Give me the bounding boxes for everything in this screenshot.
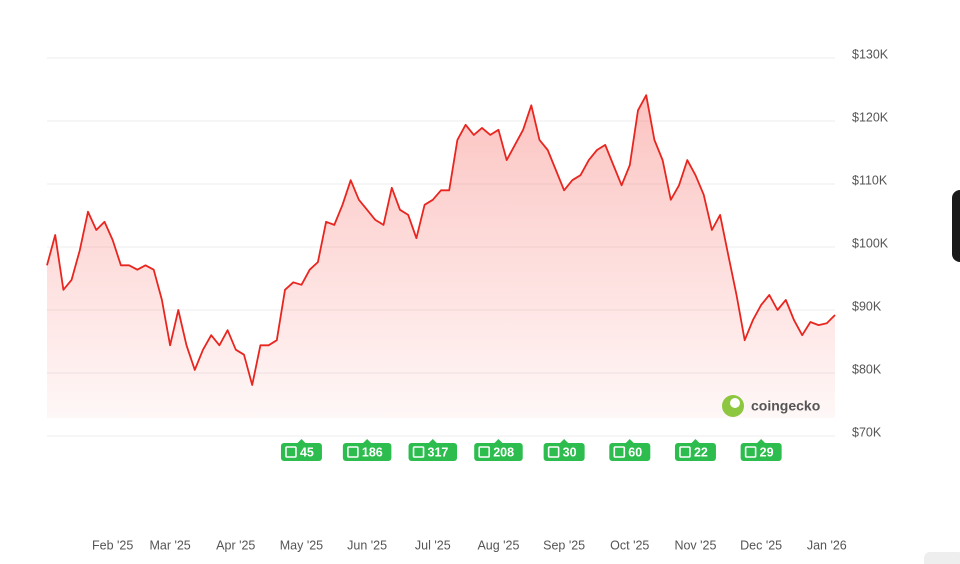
badge-icon: [547, 446, 560, 458]
x-tick-label: May '25: [280, 538, 323, 552]
x-tick-label: Feb '25: [92, 538, 133, 552]
side-widget: [952, 190, 960, 262]
badge-pointer: [363, 439, 372, 443]
x-tick-label: Jan '26: [807, 538, 847, 552]
x-tick-label: Jun '25: [347, 538, 387, 552]
badge-count: 22: [694, 445, 708, 459]
x-tick-label: Jul '25: [415, 538, 451, 552]
badge-icon: [613, 446, 626, 458]
news-badge: 30: [543, 439, 585, 461]
badge-pointer: [757, 439, 766, 443]
logo-eye: [730, 398, 740, 408]
corner-widget: [924, 552, 960, 564]
x-tick-label: Aug '25: [477, 538, 519, 552]
y-tick-label: $110K: [852, 173, 888, 187]
news-badge: 29: [740, 439, 782, 461]
badge-icon: [285, 446, 297, 458]
news-badge: 22: [674, 439, 716, 461]
y-tick-label: $70K: [852, 425, 882, 439]
badge-count: 45: [300, 445, 314, 459]
watermark: coingecko: [722, 395, 820, 417]
badge-icon: [478, 446, 491, 458]
badge-icon: [412, 446, 425, 458]
price-line: [46, 94, 836, 386]
news-badge: 45: [280, 439, 322, 461]
area: [47, 95, 835, 418]
badge-pointer: [297, 439, 306, 443]
news-badge: 317: [408, 439, 458, 461]
x-tick-label: Oct '25: [610, 538, 649, 552]
y-tick-label: $90K: [852, 299, 882, 313]
badge-pointer: [560, 439, 569, 443]
badge-count: 186: [362, 445, 383, 459]
badge-icon: [744, 446, 757, 458]
y-tick-label: $130K: [852, 47, 889, 61]
news-badge: 208: [474, 439, 523, 461]
badge-pointer: [428, 439, 437, 443]
x-tick-label: Dec '25: [740, 538, 782, 552]
badge-count: 29: [760, 445, 774, 459]
news-badge: 60: [609, 439, 651, 461]
news-badge: 186: [342, 439, 392, 461]
y-tick-label: $100K: [852, 236, 889, 250]
badge-icon: [347, 446, 359, 458]
badge-count: 30: [563, 445, 577, 459]
badge-pointer: [494, 439, 503, 443]
x-tick-label: Sep '25: [543, 538, 585, 552]
x-tick-label: Mar '25: [149, 538, 190, 552]
x-tick-label: Nov '25: [674, 538, 716, 552]
y-tick-label: $80K: [852, 362, 882, 376]
y-tick-label: $120K: [852, 110, 889, 124]
watermark-text: coingecko: [751, 398, 820, 414]
badge-count: 60: [628, 445, 642, 459]
badge-count: 208: [493, 445, 514, 459]
badge-icon: [679, 446, 691, 458]
badge-pointer: [625, 439, 634, 443]
badge-pointer: [691, 439, 700, 443]
badge-count: 317: [428, 445, 449, 459]
x-tick-label: Apr '25: [216, 538, 255, 552]
